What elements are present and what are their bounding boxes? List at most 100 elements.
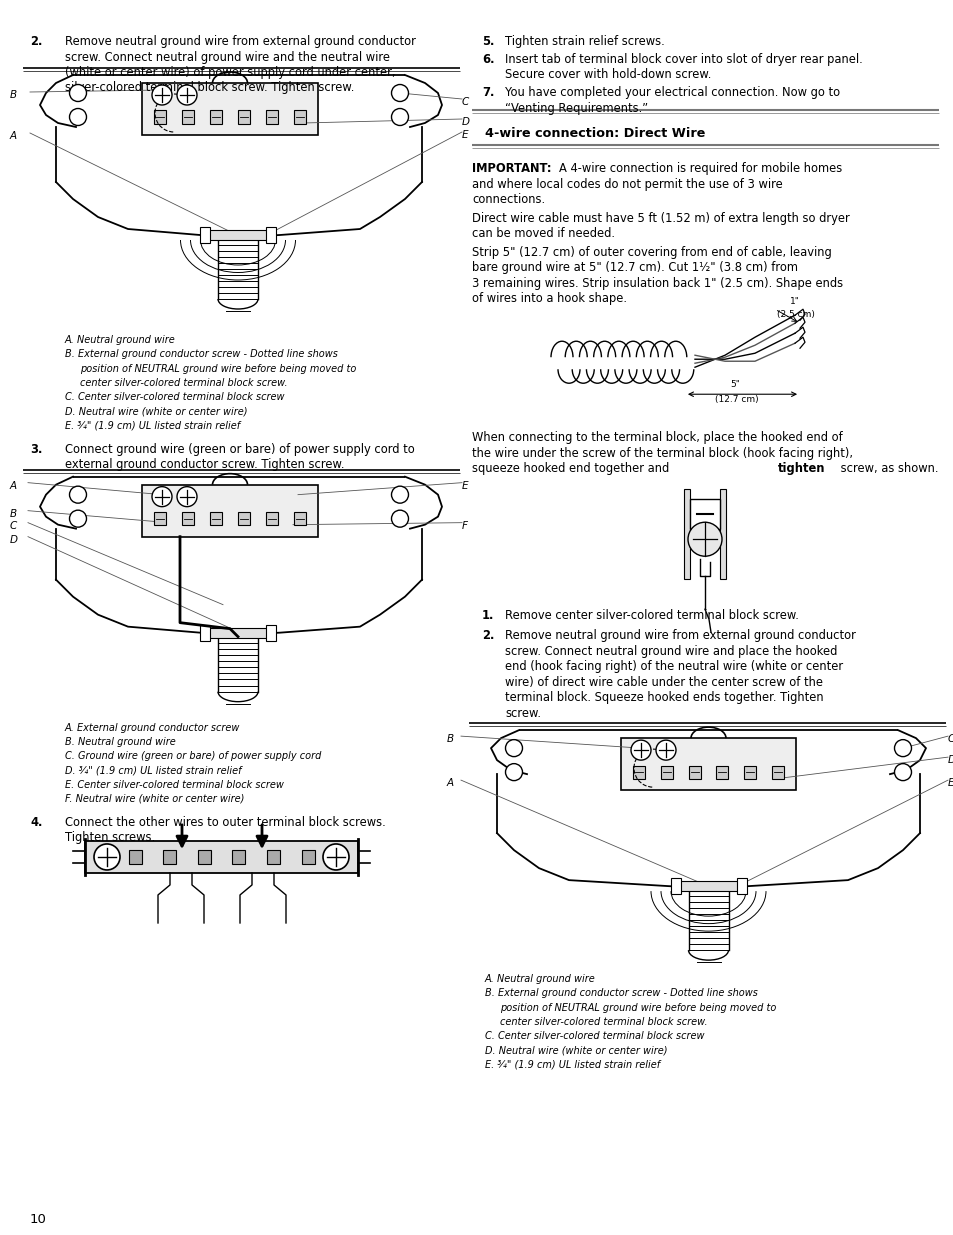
Bar	[233, 850, 245, 864]
Circle shape	[177, 487, 196, 506]
Text: D. ¾" (1.9 cm) UL listed strain relief: D. ¾" (1.9 cm) UL listed strain relief	[65, 766, 241, 776]
Text: Connect ground wire (green or bare) of power supply cord to: Connect ground wire (green or bare) of p…	[65, 442, 415, 456]
Bar	[142, 83, 317, 135]
Text: Direct wire cable must have 5 ft (1.52 m) of extra length so dryer: Direct wire cable must have 5 ft (1.52 m…	[472, 211, 849, 225]
Bar	[294, 513, 306, 525]
Text: A. External ground conductor screw: A. External ground conductor screw	[65, 722, 240, 732]
Bar	[182, 110, 193, 124]
Bar	[197, 850, 211, 864]
Text: A: A	[10, 480, 17, 490]
Text: A: A	[447, 778, 454, 788]
Text: “Venting Requirements.”: “Venting Requirements.”	[504, 101, 647, 115]
Text: D. Neutral wire (white or center wire): D. Neutral wire (white or center wire)	[65, 406, 247, 416]
Bar	[182, 513, 193, 525]
Bar	[688, 766, 700, 778]
Bar	[720, 489, 725, 579]
Text: 1.: 1.	[481, 609, 494, 622]
Text: 4-wire connection: Direct Wire: 4-wire connection: Direct Wire	[484, 127, 704, 140]
Text: F. Neutral wire (white or center wire): F. Neutral wire (white or center wire)	[65, 794, 244, 804]
Text: E: E	[461, 480, 468, 490]
Bar	[153, 513, 166, 525]
Text: screw.: screw.	[504, 706, 540, 720]
Text: E. Center silver-colored terminal block screw: E. Center silver-colored terminal block …	[65, 779, 284, 789]
Circle shape	[505, 740, 522, 757]
Bar	[85, 841, 357, 873]
Text: screw, as shown.: screw, as shown.	[836, 462, 938, 475]
Text: silver-colored terminal block screw. Tighten screw.: silver-colored terminal block screw. Tig…	[65, 82, 354, 95]
Text: Tighten strain relief screws.: Tighten strain relief screws.	[504, 35, 664, 48]
Text: A 4-wire connection is required for mobile homes: A 4-wire connection is required for mobi…	[558, 162, 841, 175]
Circle shape	[656, 740, 676, 760]
Text: B: B	[10, 509, 17, 519]
Text: C. Center silver-colored terminal block screw: C. Center silver-colored terminal block …	[65, 391, 284, 403]
Text: and where local codes do not permit the use of 3 wire: and where local codes do not permit the …	[472, 178, 781, 190]
Text: 2.: 2.	[481, 630, 494, 642]
Bar	[676, 881, 740, 892]
Text: Insert tab of terminal block cover into slot of dryer rear panel.: Insert tab of terminal block cover into …	[504, 53, 862, 65]
Bar	[206, 230, 270, 240]
Bar	[210, 513, 222, 525]
Text: D: D	[10, 535, 18, 545]
Text: center silver-colored terminal block screw.: center silver-colored terminal block scr…	[80, 378, 287, 388]
Text: C. Center silver-colored terminal block screw: C. Center silver-colored terminal block …	[484, 1031, 703, 1041]
Circle shape	[152, 85, 172, 105]
Text: (white or center wire) of power supply cord under center,: (white or center wire) of power supply c…	[65, 65, 395, 79]
Text: Connect the other wires to outer terminal block screws.: Connect the other wires to outer termina…	[65, 816, 385, 829]
Circle shape	[894, 740, 910, 757]
Text: Secure cover with hold-down screw.: Secure cover with hold-down screw.	[504, 68, 711, 82]
Circle shape	[894, 763, 910, 781]
Circle shape	[687, 522, 721, 556]
Circle shape	[70, 109, 87, 126]
Bar	[689, 499, 720, 530]
Text: E: E	[461, 130, 468, 140]
Circle shape	[70, 487, 87, 503]
Text: E. ¾" (1.9 cm) UL listed strain relief: E. ¾" (1.9 cm) UL listed strain relief	[484, 1060, 659, 1070]
Text: A. Neutral ground wire: A. Neutral ground wire	[65, 335, 175, 345]
Text: screw. Connect neutral ground wire and the neutral wire: screw. Connect neutral ground wire and t…	[65, 51, 390, 63]
Circle shape	[391, 510, 408, 527]
Text: 1": 1"	[789, 298, 799, 306]
Text: squeeze hooked end together and: squeeze hooked end together and	[472, 462, 672, 475]
Bar	[266, 625, 275, 641]
Text: D: D	[461, 117, 470, 127]
Text: wire) of direct wire cable under the center screw of the: wire) of direct wire cable under the cen…	[504, 676, 822, 689]
Circle shape	[391, 84, 408, 101]
Text: D: D	[947, 755, 953, 766]
Bar	[294, 110, 306, 124]
Text: of wires into a hook shape.: of wires into a hook shape.	[472, 293, 626, 305]
Text: When connecting to the terminal block, place the hooked end of: When connecting to the terminal block, p…	[472, 431, 841, 445]
Circle shape	[630, 740, 650, 760]
Bar	[153, 110, 166, 124]
Circle shape	[391, 487, 408, 503]
Bar	[267, 850, 279, 864]
Text: 5.: 5.	[481, 35, 494, 48]
Text: Remove neutral ground wire from external ground conductor: Remove neutral ground wire from external…	[504, 630, 855, 642]
Circle shape	[323, 844, 349, 869]
Bar	[237, 110, 250, 124]
Bar	[743, 766, 756, 778]
Text: F: F	[461, 521, 468, 531]
Circle shape	[70, 84, 87, 101]
Text: external ground conductor screw. Tighten screw.: external ground conductor screw. Tighten…	[65, 458, 344, 471]
Bar	[210, 110, 222, 124]
Text: Remove center silver-colored terminal block screw.: Remove center silver-colored terminal bl…	[504, 609, 798, 622]
Text: bare ground wire at 5" (12.7 cm). Cut 1½" (3.8 cm) from: bare ground wire at 5" (12.7 cm). Cut 1½…	[472, 262, 797, 274]
Text: Remove neutral ground wire from external ground conductor: Remove neutral ground wire from external…	[65, 35, 416, 48]
Text: 10: 10	[30, 1213, 47, 1226]
Text: center silver-colored terminal block screw.: center silver-colored terminal block scr…	[499, 1016, 707, 1028]
Circle shape	[152, 487, 172, 506]
Circle shape	[177, 85, 196, 105]
Bar	[163, 850, 176, 864]
Bar	[670, 878, 679, 894]
Bar	[633, 766, 644, 778]
Text: (2.5 cm): (2.5 cm)	[776, 310, 814, 319]
Bar	[200, 227, 210, 243]
Text: B. Neutral ground wire: B. Neutral ground wire	[65, 737, 175, 747]
Text: position of NEUTRAL ground wire before being moved to: position of NEUTRAL ground wire before b…	[499, 1003, 776, 1013]
Circle shape	[391, 109, 408, 126]
Text: 3 remaining wires. Strip insulation back 1" (2.5 cm). Shape ends: 3 remaining wires. Strip insulation back…	[472, 277, 842, 290]
Text: C: C	[461, 98, 469, 107]
Text: 5": 5"	[729, 380, 740, 389]
Bar	[620, 739, 795, 790]
Bar	[301, 850, 314, 864]
